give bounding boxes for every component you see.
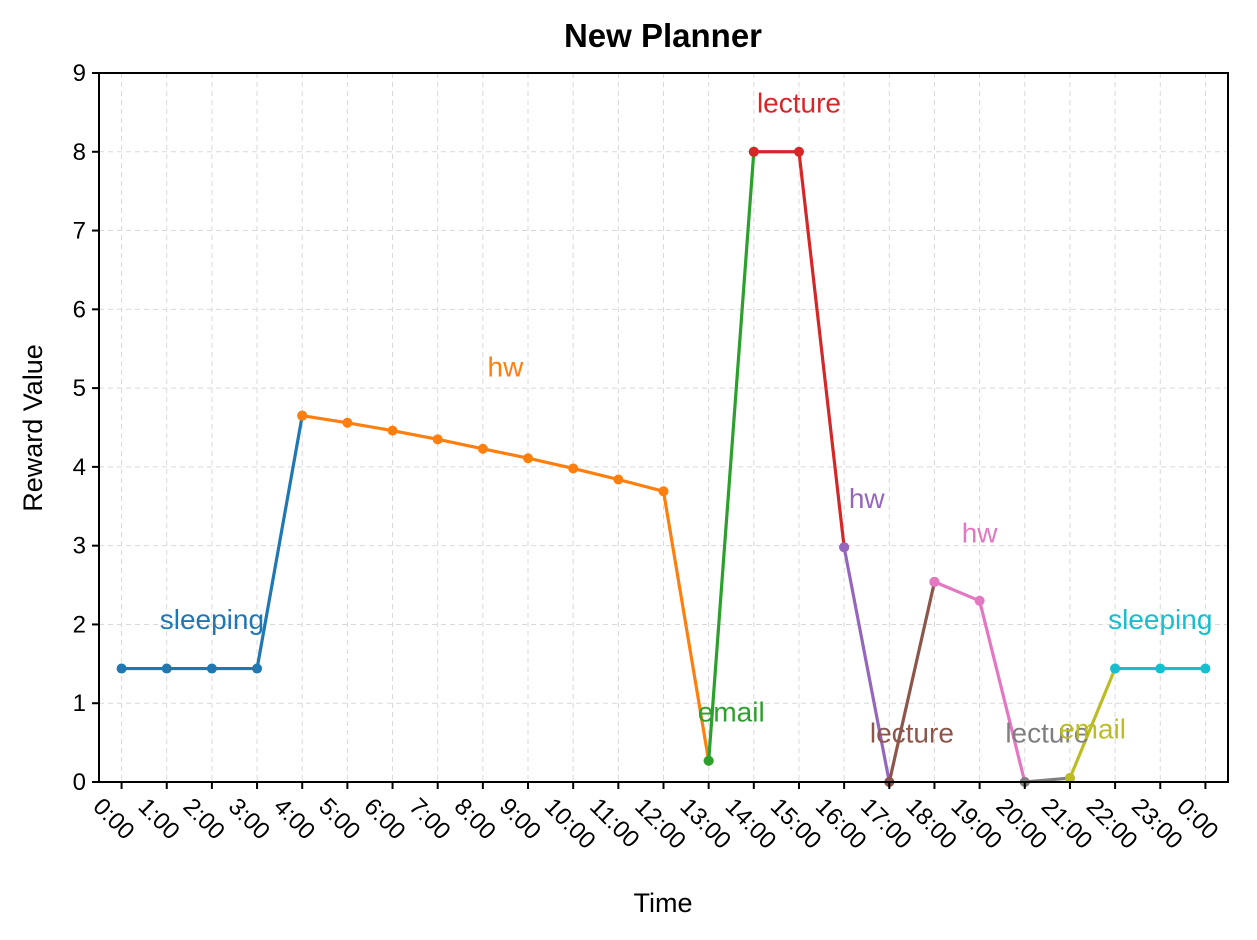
annotations: sleepinghwemaillecturehwlecturehwlecture… [160, 87, 1213, 748]
y-tick-label: 6 [73, 296, 86, 323]
y-tick-label: 7 [73, 218, 86, 245]
x-tick-label: 22:00 [1081, 793, 1143, 855]
x-tick-label: 9:00 [494, 793, 546, 845]
x-tick-label: 15:00 [765, 793, 827, 855]
series-line [707, 151, 756, 761]
y-tick-label: 8 [73, 139, 86, 166]
series-line [1068, 667, 1117, 779]
x-axis-ticks: 0:001:002:003:004:005:006:007:008:009:00… [87, 782, 1223, 855]
y-tick-label: 4 [73, 454, 86, 481]
series-4 [839, 542, 895, 787]
x-tick-label: 4:00 [268, 793, 320, 845]
x-tick-label: 23:00 [1126, 793, 1188, 855]
data-point [703, 755, 714, 766]
x-tick-label: 7:00 [404, 793, 456, 845]
x-tick-label: 3:00 [223, 793, 275, 845]
x-tick-label: 0:00 [87, 793, 139, 845]
data-point [748, 146, 759, 157]
data-point [839, 542, 850, 553]
annotation-label: lecture [870, 718, 954, 749]
annotation-label: email [1059, 714, 1126, 745]
annotation-label: email [698, 696, 765, 727]
x-tick-label: 11:00 [584, 793, 644, 853]
x-tick-label: 5:00 [313, 793, 365, 845]
data-point [387, 425, 398, 436]
data-point [432, 434, 443, 445]
data-point [297, 410, 308, 421]
x-tick-label: 10:00 [539, 793, 601, 855]
data-point [613, 474, 624, 485]
data-point [793, 146, 804, 157]
y-tick-label: 9 [73, 60, 86, 87]
data-point [929, 576, 940, 587]
annotation-label: sleeping [1108, 604, 1212, 635]
data-point [974, 595, 985, 606]
y-tick-label: 3 [73, 533, 86, 560]
series-line [887, 581, 937, 783]
data-point [658, 486, 669, 497]
x-tick-label: 12:00 [629, 793, 691, 855]
data-point [342, 417, 353, 428]
series-layer [116, 146, 1211, 787]
x-tick-label: 18:00 [900, 793, 962, 855]
grid [99, 72, 1228, 783]
chart-title: New Planner [564, 17, 762, 54]
y-tick-label: 0 [73, 769, 86, 796]
data-point [477, 443, 488, 454]
series-2 [703, 146, 759, 766]
annotation-label: hw [488, 351, 525, 382]
x-tick-label: 17:00 [855, 793, 917, 855]
data-point [1200, 663, 1211, 674]
x-tick-label: 1:00 [133, 793, 185, 845]
x-axis-label: Time [634, 888, 693, 918]
x-tick-label: 19:00 [946, 793, 1008, 855]
x-tick-label: 2:00 [178, 793, 230, 845]
data-point [523, 453, 534, 464]
annotation-label: hw [962, 518, 999, 549]
y-tick-label: 5 [73, 375, 86, 402]
data-point [206, 663, 217, 674]
series-9 [1110, 663, 1211, 674]
data-point [161, 663, 172, 674]
y-axis-label: Reward Value [18, 344, 48, 512]
x-tick-label: 6:00 [358, 793, 410, 845]
x-tick-label: 21:00 [1036, 793, 1098, 855]
series-1 [297, 410, 714, 766]
series-line [301, 414, 711, 761]
data-point [568, 463, 579, 474]
annotation-label: lecture [1005, 718, 1089, 749]
x-tick-label: 14:00 [720, 793, 782, 855]
x-tick-label: 16:00 [810, 793, 872, 855]
x-tick-label: 20:00 [991, 793, 1053, 855]
x-tick-label: 8:00 [449, 793, 501, 845]
data-point [1155, 663, 1166, 674]
x-tick-label: 13:00 [675, 793, 737, 855]
y-axis-ticks: 0 1 2 3 4 5 6 7 8 9 [73, 60, 99, 796]
series-line [842, 546, 891, 783]
data-point [1110, 663, 1121, 674]
y-tick-label: 1 [73, 690, 86, 717]
data-point [116, 663, 127, 674]
y-tick-label: 2 [73, 611, 86, 638]
data-point [252, 663, 263, 674]
data-point [1064, 773, 1075, 784]
series-5 [884, 576, 940, 787]
annotation-label: hw [849, 483, 886, 514]
annotation-label: sleeping [160, 604, 264, 635]
annotation-label: lecture [757, 87, 841, 118]
